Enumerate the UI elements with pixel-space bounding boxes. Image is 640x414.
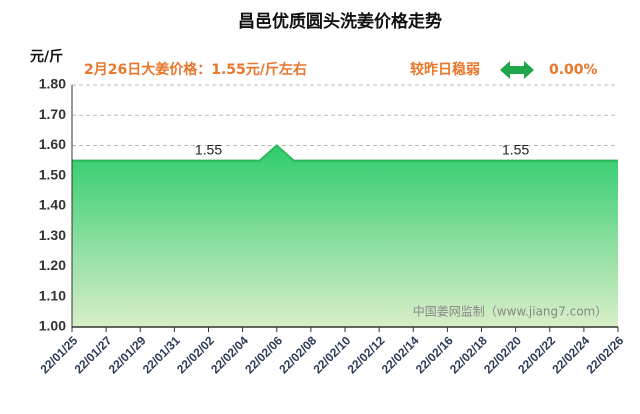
chart-title: 昌邑优质圆头洗姜价格走势 [238,11,442,32]
data-label: 1.55 [195,141,222,157]
y-tick-label: 1.70 [39,106,66,122]
area [72,145,618,327]
y-tick-label: 1.30 [39,227,66,243]
y-tick-label: 1.10 [39,287,66,303]
y-tick-label: 1.50 [39,166,66,182]
arrow-icon [500,61,534,79]
y-tick-label: 1.00 [39,318,66,334]
y-tick-label: 1.80 [39,76,66,92]
plot: 1.00 1.10 1.20 1.30 1.40 1.50 1.60 1.70 1.80 1.55… [37,76,626,377]
data-label: 1.55 [502,141,529,157]
x-tick-label: 22/02/26 [583,333,626,376]
y-tick-label: 1.40 [39,197,66,213]
subtitle: 2月26日大姜价格：1.55元/斤左右 [84,61,307,78]
y-tick-label: 1.20 [39,257,66,273]
change-label: 较昨日稳弱 [410,61,480,78]
watermark: 中国姜网监制（www.jiang7.com） [413,304,607,319]
line [72,144,618,162]
change-value: 0.00% [549,62,598,78]
y-tick-label: 1.60 [39,136,66,152]
y-unit: 元/斤 [30,48,63,65]
